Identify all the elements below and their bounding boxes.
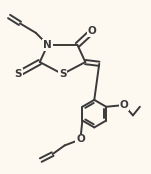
Text: O: O (76, 135, 85, 144)
Text: O: O (120, 100, 128, 110)
Text: S: S (14, 69, 22, 79)
Text: O: O (88, 26, 97, 36)
Text: N: N (43, 40, 52, 50)
Text: S: S (59, 69, 66, 79)
